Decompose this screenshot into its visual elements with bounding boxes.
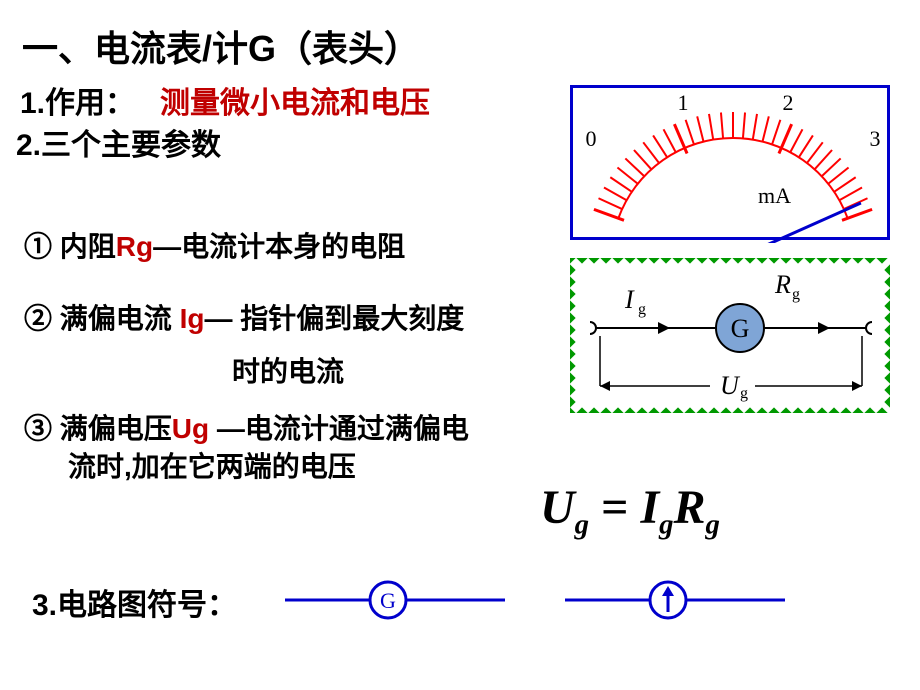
svg-text:g: g <box>740 385 748 402</box>
circuit-symbol-g: G <box>285 575 505 625</box>
formula-I-sub: g <box>659 509 673 541</box>
param-2-c: — 指针偏到最大刻度 <box>204 303 464 334</box>
param-3-a: 满偏电压 <box>52 413 172 444</box>
num-2: ② <box>24 303 52 334</box>
svg-text:3: 3 <box>870 126 881 151</box>
svg-text:I: I <box>624 285 635 314</box>
param-1: ① 内阻Rg—电流计本身的电阻 <box>24 225 405 265</box>
formula-eq: = <box>601 481 640 534</box>
circuit-svg: GIgRgUg <box>570 258 890 413</box>
meter-svg: 0 1 2 3 mA <box>573 88 893 243</box>
circuit-symbol-arrow <box>565 575 785 625</box>
section-1-value: 测量微小电流和电压 <box>160 78 430 122</box>
section-1-label: 1.作用： <box>20 78 135 122</box>
svg-text:g: g <box>792 286 800 303</box>
svg-text:g: g <box>638 301 646 318</box>
param-2-cont: 时的电流 <box>232 350 344 390</box>
circuit-diagram: GIgRgUg <box>570 258 890 413</box>
formula-U-sub: g <box>575 509 589 541</box>
page-title: 一、电流表/计G（表头） <box>22 20 420 72</box>
formula-I: I <box>640 481 659 534</box>
formula-ug: Ug = IgRg <box>540 480 720 542</box>
svg-text:1: 1 <box>678 90 689 115</box>
param-3-c: —电流计通过满偏电 <box>209 413 469 444</box>
param-3: ③ 满偏电压Ug —电流计通过满偏电 <box>24 407 469 447</box>
param-1-c: —电流计本身的电阻 <box>153 231 405 262</box>
svg-text:R: R <box>774 270 791 299</box>
param-2-b: Ig <box>180 303 205 334</box>
param-3-b: Ug <box>172 413 209 444</box>
param-3-cont: 流时,加在它两端的电压 <box>68 445 356 485</box>
svg-text:0: 0 <box>586 126 597 151</box>
svg-text:2: 2 <box>783 90 794 115</box>
num-3: ③ <box>24 413 52 444</box>
formula-U: U <box>540 481 575 534</box>
svg-text:U: U <box>720 371 741 400</box>
param-2-a: 满偏电流 <box>52 303 180 334</box>
formula-R: R <box>674 481 706 534</box>
param-2: ② 满偏电流 Ig— 指针偏到最大刻度 <box>24 297 464 337</box>
svg-text:G: G <box>731 314 750 343</box>
param-1-a: 内阻 <box>52 231 116 262</box>
num-1: ① <box>24 231 52 262</box>
svg-text:G: G <box>380 588 396 613</box>
svg-text:mA: mA <box>758 183 791 208</box>
section-2-label: 2.三个主要参数 <box>16 120 221 164</box>
formula-R-sub: g <box>706 509 720 541</box>
param-1-b: Rg <box>116 231 153 262</box>
section-3-label: 3.电路图符号： <box>32 580 237 624</box>
galvanometer-meter: 0 1 2 3 mA <box>570 85 890 240</box>
